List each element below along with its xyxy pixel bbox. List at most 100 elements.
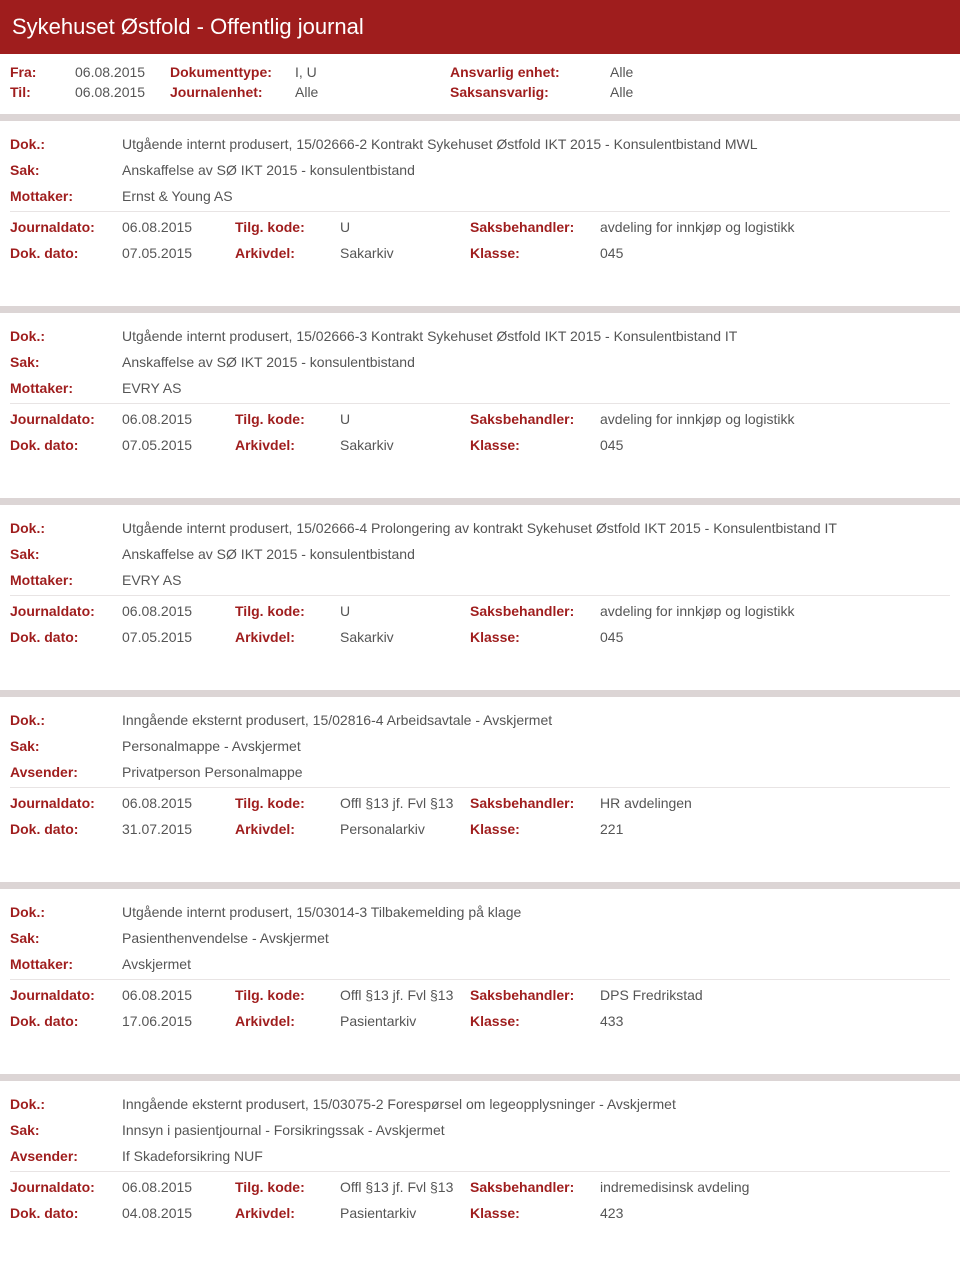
entry-gap [0,278,960,306]
sak-label: Sak: [10,546,122,562]
klasse-label: Klasse: [470,629,600,645]
detail-row-1: Journaldato:06.08.2015Tilg. kode:USaksbe… [10,214,950,240]
divider [10,979,950,980]
klasse-label: Klasse: [470,245,600,261]
party-label: Mottaker: [10,188,122,204]
meta-row: Fra: 06.08.2015 Dokumenttype: I, U Ansva… [10,62,950,82]
party-label: Mottaker: [10,572,122,588]
detail-row-1: Journaldato:06.08.2015Tilg. kode:Offl §1… [10,1174,950,1200]
dok-value: Utgående internt produsert, 15/02666-2 K… [122,136,758,152]
dok-value: Inngående eksternt produsert, 15/02816-4… [122,712,552,728]
dokdato-value: 17.06.2015 [122,1013,235,1029]
tilgkode-label: Tilg. kode: [235,1179,340,1195]
arkivdel-value: Pasientarkiv [340,1205,470,1221]
dok-row: Dok.:Inngående eksternt produsert, 15/02… [10,707,950,733]
saksbehandler-label: Saksbehandler: [470,795,600,811]
saksbehandler-label: Saksbehandler: [470,411,600,427]
journal-entry: Dok.:Utgående internt produsert, 15/0266… [0,121,960,278]
detail-row-1: Journaldato:06.08.2015Tilg. kode:Offl §1… [10,982,950,1008]
journal-entry: Dok.:Inngående eksternt produsert, 15/03… [0,1081,960,1238]
tilgkode-label: Tilg. kode: [235,603,340,619]
separator [0,690,960,697]
dok-value: Utgående internt produsert, 15/03014-3 T… [122,904,521,920]
party-value: EVRY AS [122,380,181,396]
sak-value: Pasienthenvendelse - Avskjermet [122,930,329,946]
arkivdel-value: Sakarkiv [340,437,470,453]
dok-value: Inngående eksternt produsert, 15/03075-2… [122,1096,676,1112]
journaldato-value: 06.08.2015 [122,795,235,811]
klasse-value: 045 [600,629,623,645]
til-value: 06.08.2015 [75,84,170,100]
saksansvarlig-value: Alle [610,84,633,100]
saksbehandler-value: avdeling for innkjøp og logistikk [600,219,795,235]
sak-label: Sak: [10,738,122,754]
klasse-value: 045 [600,437,623,453]
klasse-value: 423 [600,1205,623,1221]
arkivdel-label: Arkivdel: [235,245,340,261]
dokumenttype-value: I, U [295,64,450,80]
dokdato-label: Dok. dato: [10,437,122,453]
tilgkode-label: Tilg. kode: [235,219,340,235]
sak-row: Sak:Innsyn i pasientjournal - Forsikring… [10,1117,950,1143]
arkivdel-value: Personalarkiv [340,821,470,837]
klasse-label: Klasse: [470,437,600,453]
divider [10,211,950,212]
dok-row: Dok.:Inngående eksternt produsert, 15/03… [10,1091,950,1117]
saksbehandler-label: Saksbehandler: [470,987,600,1003]
journaldato-label: Journaldato: [10,795,122,811]
fra-value: 06.08.2015 [75,64,170,80]
dokdato-label: Dok. dato: [10,821,122,837]
klasse-value: 433 [600,1013,623,1029]
dok-label: Dok.: [10,712,122,728]
ansvarlig-enhet-value: Alle [610,64,633,80]
separator [0,498,960,505]
journalenhet-value: Alle [295,84,450,100]
dok-value: Utgående internt produsert, 15/02666-4 P… [122,520,837,536]
detail-row-2: Dok. dato:07.05.2015Arkivdel:SakarkivKla… [10,432,950,458]
tilgkode-label: Tilg. kode: [235,411,340,427]
sak-row: Sak:Personalmappe - Avskjermet [10,733,950,759]
party-row: Mottaker:EVRY AS [10,567,950,593]
arkivdel-label: Arkivdel: [235,629,340,645]
journaldato-label: Journaldato: [10,987,122,1003]
arkivdel-label: Arkivdel: [235,1205,340,1221]
sak-value: Anskaffelse av SØ IKT 2015 - konsulentbi… [122,546,415,562]
detail-row-2: Dok. dato:07.05.2015Arkivdel:SakarkivKla… [10,624,950,650]
dokdato-value: 04.08.2015 [122,1205,235,1221]
journaldato-label: Journaldato: [10,603,122,619]
dok-label: Dok.: [10,136,122,152]
dokdato-label: Dok. dato: [10,1205,122,1221]
journaldato-value: 06.08.2015 [122,219,235,235]
dokdato-value: 31.07.2015 [122,821,235,837]
arkivdel-value: Sakarkiv [340,629,470,645]
entry-gap [0,470,960,498]
journalenhet-label: Journalenhet: [170,84,295,100]
dok-row: Dok.:Utgående internt produsert, 15/0266… [10,515,950,541]
dok-label: Dok.: [10,1096,122,1112]
klasse-value: 221 [600,821,623,837]
divider [10,1171,950,1172]
journal-entry: Dok.:Inngående eksternt produsert, 15/02… [0,697,960,854]
party-value: Privatperson Personalmappe [122,764,303,780]
journaldato-label: Journaldato: [10,411,122,427]
journaldato-value: 06.08.2015 [122,987,235,1003]
journaldato-label: Journaldato: [10,1179,122,1195]
detail-row-2: Dok. dato:17.06.2015Arkivdel:Pasientarki… [10,1008,950,1034]
klasse-label: Klasse: [470,821,600,837]
dokdato-value: 07.05.2015 [122,437,235,453]
dok-label: Dok.: [10,904,122,920]
divider [10,595,950,596]
arkivdel-label: Arkivdel: [235,821,340,837]
tilgkode-value: U [340,219,470,235]
tilgkode-value: U [340,603,470,619]
sak-value: Personalmappe - Avskjermet [122,738,301,754]
saksbehandler-value: avdeling for innkjøp og logistikk [600,603,795,619]
party-value: Avskjermet [122,956,191,972]
saksbehandler-value: DPS Fredrikstad [600,987,703,1003]
party-row: Mottaker:Avskjermet [10,951,950,977]
separator [0,1074,960,1081]
entry-gap [0,854,960,882]
journaldato-value: 06.08.2015 [122,1179,235,1195]
party-value: EVRY AS [122,572,181,588]
detail-row-1: Journaldato:06.08.2015Tilg. kode:USaksbe… [10,406,950,432]
